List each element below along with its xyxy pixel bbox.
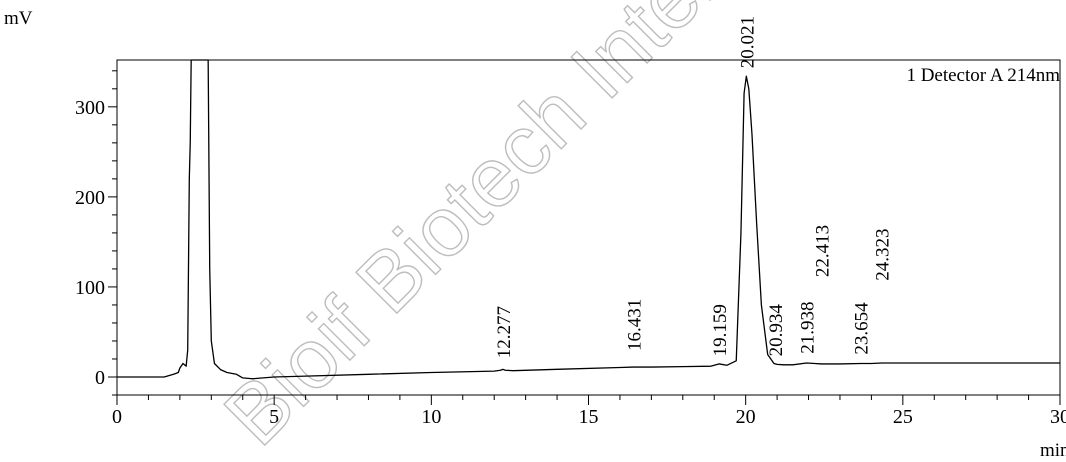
y-tick-label: 300 xyxy=(75,97,105,119)
x-tick-label: 10 xyxy=(421,406,441,428)
x-tick-label: 5 xyxy=(269,406,279,428)
detector-series-label: 1 Detector A 214nm xyxy=(906,65,1060,86)
x-tick-label: 20 xyxy=(736,406,756,428)
x-tick-label: 15 xyxy=(579,406,599,428)
y-tick-label: 100 xyxy=(75,277,105,299)
peak-retention-time-label: 23.654 xyxy=(852,302,873,355)
peak-retention-time-label: 20.021 xyxy=(737,16,758,68)
y-axis-unit-label: mV xyxy=(4,8,33,29)
x-tick-label: 30 xyxy=(1050,406,1066,428)
peak-retention-time-label: 16.431 xyxy=(625,299,646,351)
watermark-text: Bioif Biotech International xyxy=(206,0,946,462)
peak-retention-time-label: 24.323 xyxy=(873,228,894,280)
peak-retention-time-label: 12.277 xyxy=(494,306,515,358)
peak-retention-time-label: 21.938 xyxy=(798,301,819,353)
y-tick-label: 200 xyxy=(75,187,105,209)
y-tick-label: 0 xyxy=(95,367,105,389)
peak-retention-time-label: 20.934 xyxy=(766,304,787,357)
x-tick-label: 0 xyxy=(112,406,122,428)
peak-retention-time-label: 19.159 xyxy=(710,304,731,356)
peak-retention-time-label: 22.413 xyxy=(813,225,834,277)
x-axis-unit-label: min xyxy=(1040,440,1066,461)
x-tick-label: 25 xyxy=(893,406,913,428)
